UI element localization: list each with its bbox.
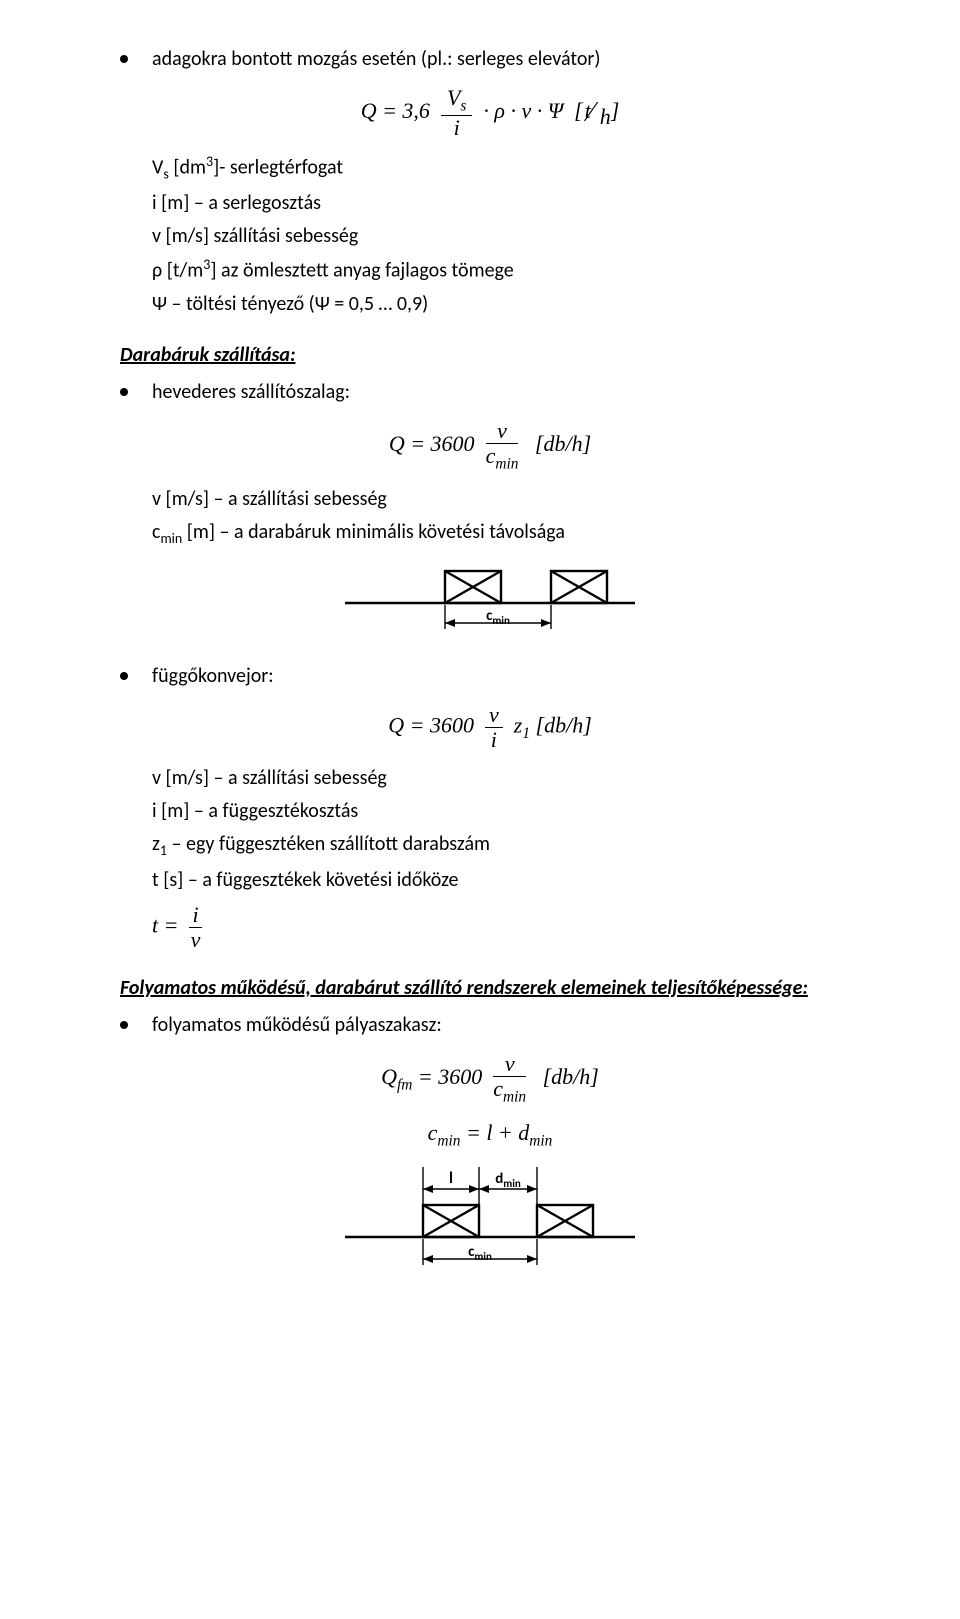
heading-folyamatos: Folyamatos működésű, darabárut szállító … xyxy=(120,975,860,1002)
bullet-text: adagokra bontott mozgás esetén (pl.: ser… xyxy=(152,46,600,73)
bullet-text: függőkonvejor: xyxy=(152,663,274,690)
bullet-folyamatos: folyamatos működésű pályaszakasz: xyxy=(120,1012,860,1039)
formula-q-36: Q = 3,6 Vs i · ρ · v · Ψ [t⁄h] xyxy=(120,87,860,139)
diagram-cmin: cmin xyxy=(345,563,635,643)
diagram-l-dmin: l dmin cmin xyxy=(345,1167,635,1287)
def-i: i [m] – a serlegosztás xyxy=(152,190,860,217)
def-v: v [m/s] szállítási sebesség xyxy=(152,223,860,250)
def-rho: ρ [t/m3] az ömlesztett anyag fajlagos tö… xyxy=(152,256,860,285)
def-vs: Vs [dm3]- serlegtérfogat xyxy=(152,153,860,185)
defs-block-3: v [m/s] – a szállítási sebesség i [m] – … xyxy=(152,765,860,894)
bullet-dot xyxy=(120,55,128,63)
def-cmin: cmin [m] – a darabáruk minimális követés… xyxy=(152,519,860,549)
formula-qfm: Qfm = 3600 v cmin [db/h] xyxy=(120,1053,860,1105)
bullet-fuggokonvejor: függőkonvejor: xyxy=(120,663,860,690)
formula-cmin-l-dmin: cmin = l + dmin xyxy=(120,1118,860,1152)
def-psi: Ψ – töltési tényező (Ψ = 0,5 … 0,9) xyxy=(152,291,860,318)
svg-text:l: l xyxy=(449,1169,453,1188)
heading-darabaruk: Darabáruk szállítása: xyxy=(120,342,860,369)
def-z1: z1 – egy függesztéken szállított darabsz… xyxy=(152,831,860,861)
bullet-hevederes: hevederes szállítószalag: xyxy=(120,379,860,406)
def-i3: i [m] – a függesztékosztás xyxy=(152,798,860,825)
formula-q-3600-cmin: Q = 3600 v cmin [db/h] xyxy=(120,420,860,472)
svg-text:cmin: cmin xyxy=(486,607,510,627)
def-t: t [s] – a függesztékek követési időköze xyxy=(152,867,860,894)
defs-block-2: v [m/s] – a szállítási sebesség cmin [m]… xyxy=(152,486,860,549)
svg-text:cmin: cmin xyxy=(468,1243,492,1263)
bullet-text: folyamatos működésű pályaszakasz: xyxy=(152,1012,442,1039)
bullet-adagokra: adagokra bontott mozgás esetén (pl.: ser… xyxy=(120,46,860,73)
bullet-dot xyxy=(120,672,128,680)
def-v3: v [m/s] – a szállítási sebesség xyxy=(152,765,860,792)
def-v2: v [m/s] – a szállítási sebesség xyxy=(152,486,860,513)
formula-q-3600-i: Q = 3600 v i z1 [db/h] xyxy=(120,704,860,751)
bullet-dot xyxy=(120,1021,128,1029)
bullet-dot xyxy=(120,388,128,396)
formula-t-iv: t = i v xyxy=(152,904,860,951)
svg-text:dmin: dmin xyxy=(495,1170,521,1190)
defs-block-1: Vs [dm3]- serlegtérfogat i [m] – a serle… xyxy=(152,153,860,318)
bullet-text: hevederes szállítószalag: xyxy=(152,379,350,406)
